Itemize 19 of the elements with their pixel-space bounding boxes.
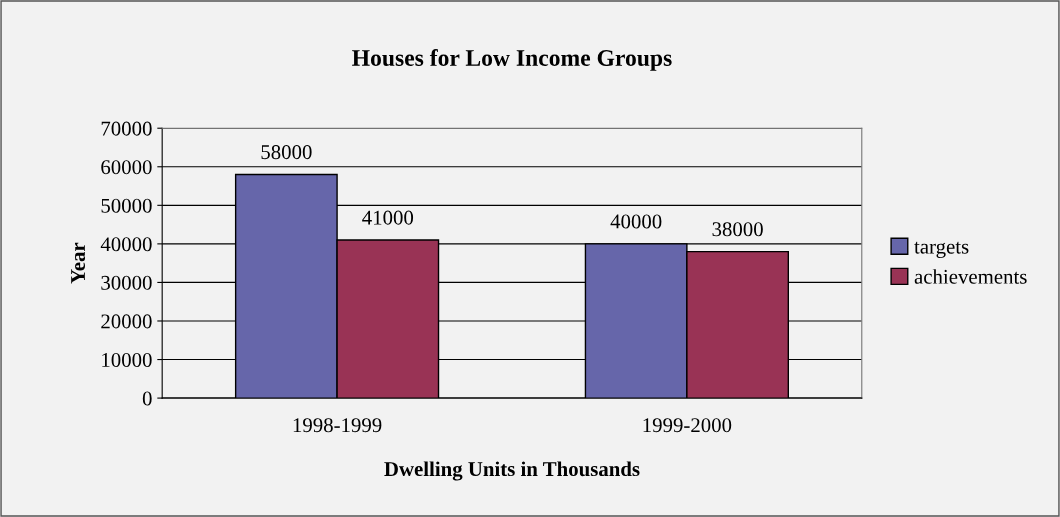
data-label: 41000 bbox=[362, 210, 414, 225]
y-tick-label: 0 bbox=[142, 391, 152, 406]
y-tick-label: 40000 bbox=[100, 237, 152, 252]
data-label: 40000 bbox=[610, 214, 662, 229]
chart-title: Houses for Low Income Groups bbox=[352, 49, 672, 71]
x-tick-label: 1999-2000 bbox=[643, 418, 732, 433]
data-label: 38000 bbox=[712, 222, 763, 237]
y-tick-label: 70000 bbox=[101, 121, 152, 136]
legend-label: achievements bbox=[914, 269, 1027, 284]
y-tick-label: 10000 bbox=[102, 352, 152, 367]
legend-label: targets bbox=[914, 241, 969, 258]
y-tick-label: 30000 bbox=[101, 275, 152, 290]
y-axis-title: Year bbox=[71, 242, 86, 284]
data-label: 58000 bbox=[261, 145, 312, 160]
y-tick-label: 50000 bbox=[101, 198, 152, 213]
y-tick-label: 60000 bbox=[101, 160, 152, 175]
x-axis-title: Dwelling Units in Thousands bbox=[384, 461, 640, 481]
x-tick-label: 1998-1999 bbox=[293, 418, 382, 433]
y-tick-label: 20000 bbox=[101, 314, 152, 329]
